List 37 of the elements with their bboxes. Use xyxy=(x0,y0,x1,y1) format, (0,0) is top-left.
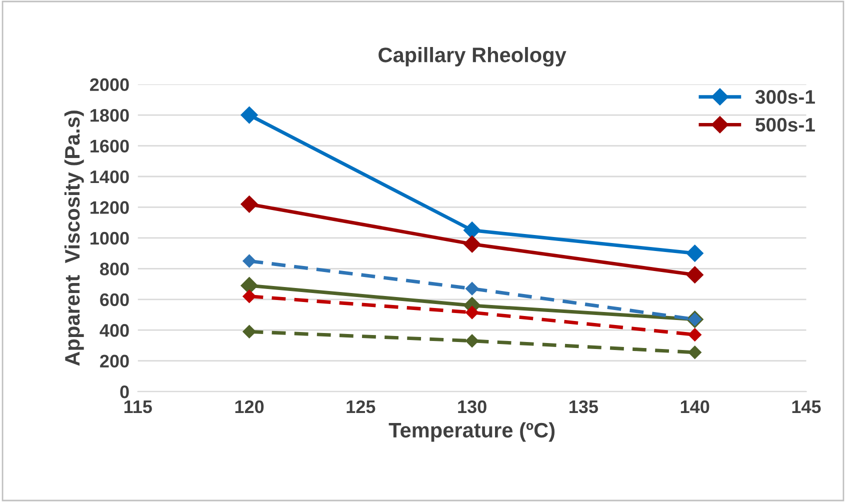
point xyxy=(465,306,479,320)
point xyxy=(242,254,256,268)
y-tick-label: 800 xyxy=(100,262,129,276)
y-tick-label: 0 xyxy=(120,385,129,398)
y-tick-label: 2000 xyxy=(90,78,129,92)
legend-label: 300s-1 xyxy=(755,90,815,104)
x-axis-title: Temperature (ºC) xyxy=(388,422,555,442)
point xyxy=(240,106,258,124)
point xyxy=(686,244,704,262)
y-tick-label: 1200 xyxy=(90,201,129,214)
point xyxy=(686,266,704,284)
y-tick-label: 1800 xyxy=(90,108,129,122)
x-tick-label: 130 xyxy=(458,400,486,414)
y-tick-label: 1000 xyxy=(90,232,129,245)
point xyxy=(688,346,702,359)
y-tick-label: 1400 xyxy=(90,170,129,184)
x-tick-label: 145 xyxy=(792,400,821,414)
point xyxy=(688,328,702,342)
point xyxy=(242,325,256,338)
point xyxy=(465,334,479,348)
y-tick-label: 200 xyxy=(100,354,129,368)
x-tick-label: 125 xyxy=(346,400,376,414)
point xyxy=(240,196,258,213)
y-axis-title: Apparent Viscosity (Pa.s) xyxy=(64,110,84,366)
x-tick-label: 140 xyxy=(680,400,710,414)
y-tick-label: 1600 xyxy=(90,140,129,152)
x-tick-label: 115 xyxy=(124,400,152,414)
x-tick-label: 135 xyxy=(570,400,598,414)
y-tick-label: 400 xyxy=(100,324,129,337)
point xyxy=(242,290,256,303)
point xyxy=(465,282,479,296)
y-tick-label: 600 xyxy=(100,293,129,306)
legend-label: 500s-1 xyxy=(756,118,815,132)
point xyxy=(464,236,481,253)
chart-title: Capillary Rheology xyxy=(378,47,566,67)
point xyxy=(464,222,481,239)
x-tick-label: 120 xyxy=(235,400,264,414)
